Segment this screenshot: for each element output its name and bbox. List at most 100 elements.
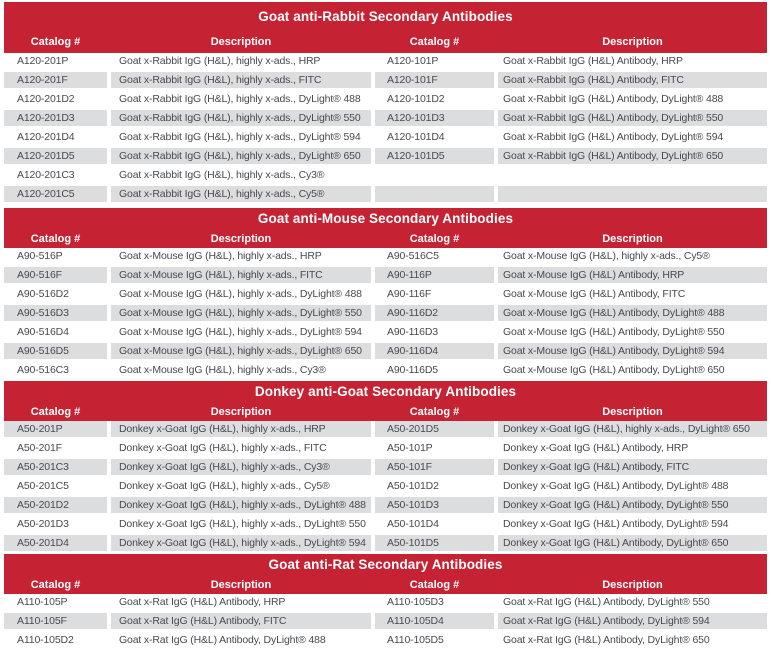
- catalog-number-cell: A90-516D5: [4, 343, 107, 359]
- catalog-number-cell: A110-105D2: [4, 632, 107, 648]
- catalog-number-cell: A120-201F: [4, 72, 107, 88]
- description-cell: Donkey x-Goat IgG (H&L), highly x-ads., …: [111, 535, 371, 551]
- catalog-number-cell: A120-201D5: [4, 148, 107, 164]
- description-cell: Donkey x-Goat IgG (H&L), highly x-ads., …: [111, 459, 371, 475]
- column-header-description: Description: [210, 35, 272, 48]
- column-header-catalog: Catalog #: [30, 405, 81, 418]
- section-title: Goat anti-Rabbit Secondary Antibodies: [4, 2, 767, 30]
- catalog-number-cell: A50-201D4: [4, 535, 107, 551]
- description-cell: Goat x-Rabbit IgG (H&L), highly x-ads., …: [111, 167, 371, 183]
- description-cell: Goat x-Rabbit IgG (H&L) Antibody, DyLigh…: [498, 110, 767, 126]
- table-row: A120-201D3 Goat x-Rabbit IgG (H&L), high…: [4, 110, 767, 126]
- catalog-number-cell: A50-101P: [375, 440, 494, 456]
- column-header-catalog: Catalog #: [409, 35, 460, 48]
- catalog-number-cell: A120-201D3: [4, 110, 107, 126]
- table-row: A50-201D3 Donkey x-Goat IgG (H&L), highl…: [4, 516, 767, 532]
- table-row: A120-201D2 Goat x-Rabbit IgG (H&L), high…: [4, 91, 767, 107]
- description-cell: Goat x-Mouse IgG (H&L), highly x-ads., C…: [111, 362, 371, 378]
- description-cell: Goat x-Rat IgG (H&L) Antibody, FITC: [111, 613, 371, 629]
- description-cell: Donkey x-Goat IgG (H&L) Antibody, DyLigh…: [498, 478, 767, 494]
- section-rows: A90-516P Goat x-Mouse IgG (H&L), highly …: [4, 248, 767, 378]
- description-cell: Donkey x-Goat IgG (H&L), highly x-ads., …: [111, 497, 371, 513]
- section-goat-anti-rat: Goat anti-Rat Secondary Antibodies Catal…: [4, 554, 767, 648]
- description-cell: [498, 167, 767, 183]
- section-rows: A110-105P Goat x-Rat IgG (H&L) Antibody,…: [4, 594, 767, 648]
- table-row: A90-516D5 Goat x-Mouse IgG (H&L), highly…: [4, 343, 767, 359]
- catalog-number-cell: [375, 167, 494, 183]
- catalog-number-cell: A90-516P: [4, 248, 107, 264]
- description-cell: Goat x-Rabbit IgG (H&L), highly x-ads., …: [111, 110, 371, 126]
- description-cell: Goat x-Mouse IgG (H&L), highly x-ads., D…: [111, 343, 371, 359]
- description-cell: Goat x-Rat IgG (H&L) Antibody, DyLight® …: [111, 632, 371, 648]
- description-cell: Goat x-Rat IgG (H&L) Antibody, HRP: [111, 594, 371, 610]
- description-cell: Goat x-Mouse IgG (H&L), highly x-ads., D…: [111, 305, 371, 321]
- description-cell: Goat x-Rabbit IgG (H&L) Antibody, DyLigh…: [498, 91, 767, 107]
- catalog-number-cell: A120-101F: [375, 72, 494, 88]
- catalog-number-cell: A50-201D3: [4, 516, 107, 532]
- description-cell: Donkey x-Goat IgG (H&L), highly x-ads., …: [111, 478, 371, 494]
- catalog-number-cell: A90-116D2: [375, 305, 494, 321]
- catalog-number-cell: A50-101D2: [375, 478, 494, 494]
- table-row: A90-516D3 Goat x-Mouse IgG (H&L), highly…: [4, 305, 767, 321]
- description-cell: Goat x-Mouse IgG (H&L) Antibody, DyLight…: [498, 343, 767, 359]
- column-header-catalog: Catalog #: [409, 232, 460, 245]
- column-header-row: Catalog # Description Catalog # Descript…: [4, 575, 767, 594]
- column-header-description: Description: [602, 35, 663, 48]
- description-cell: Goat x-Rabbit IgG (H&L) Antibody, DyLigh…: [498, 129, 767, 145]
- description-cell: Donkey x-Goat IgG (H&L), highly x-ads., …: [498, 421, 767, 437]
- catalog-number-cell: A120-101D3: [375, 110, 494, 126]
- description-cell: Goat x-Rabbit IgG (H&L) Antibody, FITC: [498, 72, 767, 88]
- catalog-number-cell: A50-101D4: [375, 516, 494, 532]
- section-rows: A50-201P Donkey x-Goat IgG (H&L), highly…: [4, 421, 767, 551]
- description-cell: Goat x-Mouse IgG (H&L) Antibody, HRP: [498, 267, 767, 283]
- description-cell: Goat x-Mouse IgG (H&L) Antibody, FITC: [498, 286, 767, 302]
- column-header-row: Catalog # Description Catalog # Descript…: [4, 402, 767, 421]
- description-cell: Goat x-Rat IgG (H&L) Antibody, DyLight® …: [498, 632, 767, 648]
- catalog-number-cell: A50-201F: [4, 440, 107, 456]
- section-title: Goat anti-Mouse Secondary Antibodies: [4, 208, 767, 229]
- column-header-description: Description: [210, 232, 272, 245]
- catalog-number-cell: A90-516C5: [375, 248, 494, 264]
- description-cell: Goat x-Rabbit IgG (H&L), highly x-ads., …: [111, 72, 371, 88]
- catalog-number-cell: A110-105F: [4, 613, 107, 629]
- description-cell: Donkey x-Goat IgG (H&L), highly x-ads., …: [111, 440, 371, 456]
- description-cell: Goat x-Rabbit IgG (H&L), highly x-ads., …: [111, 186, 371, 202]
- description-cell: Goat x-Mouse IgG (H&L), highly x-ads., F…: [111, 267, 371, 283]
- catalog-number-cell: A50-201D5: [375, 421, 494, 437]
- column-header-description: Description: [602, 232, 663, 245]
- description-cell: Goat x-Rat IgG (H&L) Antibody, DyLight® …: [498, 613, 767, 629]
- catalog-number-cell: A50-201P: [4, 421, 107, 437]
- table-row: A120-201P Goat x-Rabbit IgG (H&L), highl…: [4, 53, 767, 69]
- description-cell: Goat x-Mouse IgG (H&L), highly x-ads., C…: [498, 248, 767, 264]
- column-header-catalog: Catalog #: [30, 232, 81, 245]
- section-goat-anti-mouse: Goat anti-Mouse Secondary Antibodies Cat…: [4, 208, 767, 378]
- section-title: Donkey anti-Goat Secondary Antibodies: [4, 381, 767, 402]
- table-row: A110-105P Goat x-Rat IgG (H&L) Antibody,…: [4, 594, 767, 610]
- catalog-number-cell: A90-116D4: [375, 343, 494, 359]
- description-cell: Donkey x-Goat IgG (H&L), highly x-ads., …: [111, 421, 371, 437]
- table-row: A50-201F Donkey x-Goat IgG (H&L), highly…: [4, 440, 767, 456]
- catalog-number-cell: A50-101D5: [375, 535, 494, 551]
- column-header-catalog: Catalog #: [409, 578, 460, 591]
- description-cell: Goat x-Mouse IgG (H&L), highly x-ads., H…: [111, 248, 371, 264]
- catalog-number-cell: [375, 186, 494, 202]
- description-cell: Donkey x-Goat IgG (H&L), highly x-ads., …: [111, 516, 371, 532]
- catalog-number-cell: A90-116D3: [375, 324, 494, 340]
- column-header-row: Catalog # Description Catalog # Descript…: [4, 229, 767, 248]
- catalog-number-cell: A90-116F: [375, 286, 494, 302]
- catalog-number-cell: A50-101F: [375, 459, 494, 475]
- table-row: A50-201D4 Donkey x-Goat IgG (H&L), highl…: [4, 535, 767, 551]
- catalog-number-cell: A120-101P: [375, 53, 494, 69]
- table-row: A90-516D2 Goat x-Mouse IgG (H&L), highly…: [4, 286, 767, 302]
- table-row: A120-201D5 Goat x-Rabbit IgG (H&L), high…: [4, 148, 767, 164]
- table-row: A90-516D4 Goat x-Mouse IgG (H&L), highly…: [4, 324, 767, 340]
- column-header-row: Catalog # Description Catalog # Descript…: [4, 30, 767, 53]
- description-cell: [498, 186, 767, 202]
- column-header-description: Description: [602, 578, 663, 591]
- column-header-catalog: Catalog #: [30, 35, 81, 48]
- catalog-number-cell: A90-516F: [4, 267, 107, 283]
- catalog-number-cell: A90-516D2: [4, 286, 107, 302]
- description-cell: Donkey x-Goat IgG (H&L) Antibody, DyLigh…: [498, 535, 767, 551]
- table-row: A120-201C5 Goat x-Rabbit IgG (H&L), high…: [4, 186, 767, 202]
- description-cell: Goat x-Rabbit IgG (H&L), highly x-ads., …: [111, 148, 371, 164]
